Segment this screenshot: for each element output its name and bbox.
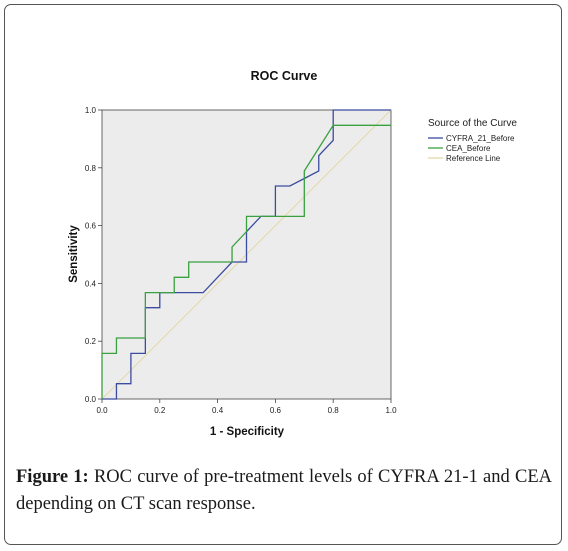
x-axis: 0.0 0.2 0.4 0.6 0.8 1.0: [96, 399, 397, 415]
legend-label: Reference Line: [446, 154, 501, 163]
legend-label: CYFRA_21_Before: [446, 134, 515, 143]
x-tick-label: 0.6: [270, 406, 282, 415]
y-tick-label: 0.4: [85, 279, 97, 288]
x-tick-label: 0.8: [328, 406, 340, 415]
y-tick-label: 0.2: [85, 337, 97, 346]
x-tick-label: 0.0: [96, 406, 108, 415]
y-axis: 0.0 0.2 0.4 0.6 0.8 1.0: [85, 106, 102, 404]
y-tick-label: 0.0: [85, 395, 97, 404]
series-line-cyfra-21-before: [102, 109, 391, 400]
y-tick-label: 1.0: [85, 106, 97, 115]
caption-text: ROC curve of pre-treatment levels of CYF…: [16, 467, 552, 514]
chart-title: ROC Curve: [251, 69, 318, 83]
x-axis-label: 1 - Specificity: [210, 426, 285, 438]
y-tick-label: 0.6: [85, 222, 97, 231]
x-tick-label: 1.0: [385, 406, 397, 415]
figure-caption: Figure 1: ROC curve of pre-treatment lev…: [16, 464, 552, 518]
legend-label: CEA_Before: [446, 144, 491, 153]
series-line-cea-before: [101, 124, 391, 399]
legend-title: Source of the Curve: [428, 118, 517, 129]
caption-label: Figure 1:: [16, 467, 89, 487]
roc-chart: ROC Curve 0.00.20.40.60.81.0 0.0 0.2 0.4 0.…: [68, 69, 517, 438]
x-tick-label: 0.4: [212, 406, 224, 415]
y-tick-label: 0.8: [85, 164, 97, 173]
y-axis-label: Sensitivity: [68, 225, 80, 283]
series-layer: [101, 109, 392, 400]
x-tick-label: 0.2: [154, 406, 166, 415]
